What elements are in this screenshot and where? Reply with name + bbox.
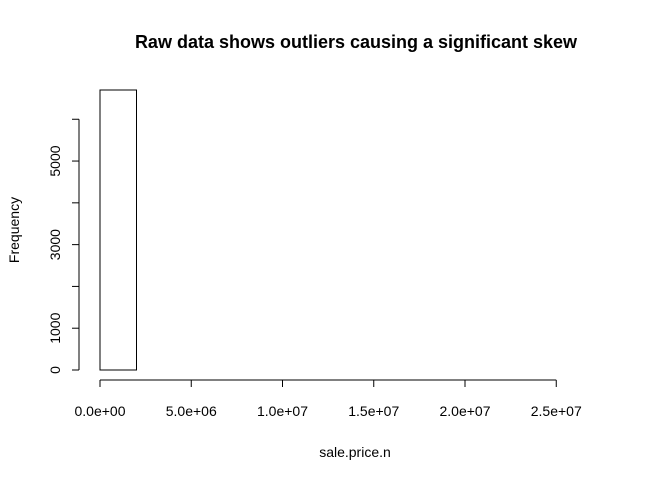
x-tick-label-1: 5.0e+06: [166, 403, 217, 419]
bars-group: [99, 89, 137, 371]
x-tick-label-3: 1.5e+07: [348, 403, 399, 419]
x-tick-label-2: 1.0e+07: [257, 403, 308, 419]
y-tick-label-3: 5000: [47, 145, 63, 176]
x-tick-label-5: 2.5e+07: [531, 403, 582, 419]
y-tick-label-2: 3000: [47, 229, 63, 260]
y-tick-label-0: 0: [47, 366, 63, 374]
chart-title: Raw data shows outliers causing a signif…: [135, 32, 578, 52]
y-tick-label-1: 1000: [47, 312, 63, 343]
x-axis-label: sale.price.n: [319, 444, 391, 460]
x-tick-label-4: 2.0e+07: [440, 403, 491, 419]
y-axis: 0 1000 3000 5000: [47, 118, 80, 374]
histogram-bar-0: [99, 89, 137, 371]
x-axis: 0.0e+00 5.0e+06 1.0e+07 1.5e+07 2.0e+07 2.5e+…: [75, 379, 582, 419]
y-axis-label: Frequency: [6, 197, 22, 263]
x-tick-label-0: 0.0e+00: [75, 403, 126, 419]
